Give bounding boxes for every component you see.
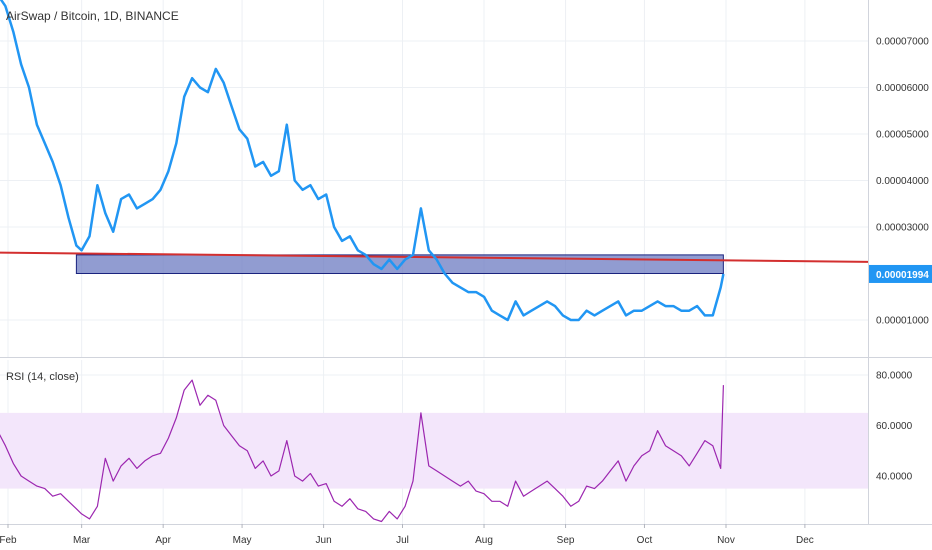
time-tick-label: Sep	[557, 535, 575, 546]
price-tick-label: 0.00004000	[876, 176, 929, 187]
last-price-badge-bg	[869, 264, 932, 283]
rsi-pane-title: RSI (14, close)	[6, 371, 79, 383]
price-series-line	[0, 0, 725, 322]
last-price-badge: 0.00001994	[869, 264, 932, 283]
chart-title: AirSwap / Bitcoin, 1D, BINANCE	[6, 9, 179, 23]
price-tick-label: 0.00005000	[876, 130, 929, 141]
rsi-series-line	[0, 379, 724, 523]
price-series-layer	[0, 0, 725, 322]
rsi-tick-label: 60.0000	[876, 421, 913, 432]
time-tick-label: Jun	[316, 535, 332, 546]
time-tick-label: May	[233, 535, 252, 546]
time-tick-label: Aug	[475, 535, 493, 546]
time-tick-label: Jul	[396, 535, 409, 546]
price-tick-label: 0.00006000	[876, 83, 929, 94]
rsi-band	[0, 412, 868, 489]
time-tick-label: Mar	[73, 535, 91, 546]
price-tick-label: 0.00007000	[876, 37, 929, 48]
time-tick-label: Apr	[155, 535, 171, 546]
last-price-badge-label: 0.00001994	[876, 270, 929, 281]
rsi-tick-label: 40.0000	[876, 472, 913, 483]
price-tick-label: 0.00001000	[876, 316, 929, 327]
price-tick-label: 0.00003000	[876, 223, 929, 234]
rsi-tick-label: 80.0000	[876, 371, 913, 382]
time-tick-label: Dec	[796, 535, 814, 546]
rsi-series-layer	[0, 379, 724, 523]
time-tick-label: Nov	[717, 535, 735, 546]
time-tick-label: Oct	[637, 535, 653, 546]
time-tick-label: Feb	[0, 535, 17, 546]
